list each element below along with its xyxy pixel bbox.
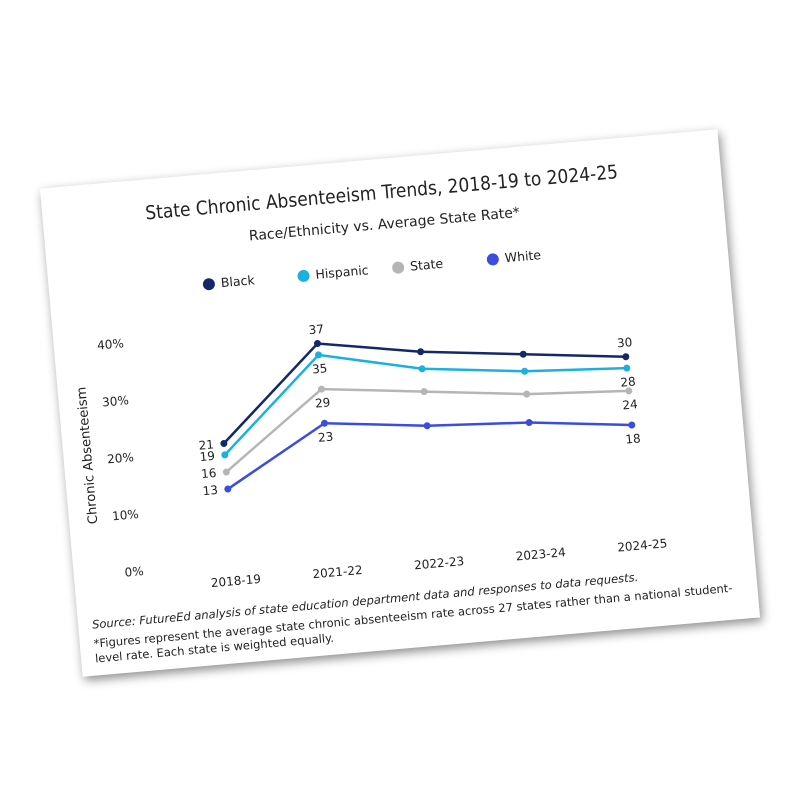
x-tick-label: 2022-23 bbox=[414, 554, 465, 572]
series-line bbox=[227, 421, 632, 491]
data-point bbox=[623, 364, 631, 372]
data-point bbox=[525, 419, 533, 427]
chart-card: State Chronic Absenteeism Trends, 2018-1… bbox=[39, 129, 761, 677]
legend-swatch bbox=[297, 269, 310, 282]
x-tick-label: 2024-25 bbox=[617, 536, 668, 554]
data-label: 29 bbox=[314, 395, 330, 410]
data-point bbox=[317, 385, 325, 393]
data-label: 18 bbox=[625, 431, 641, 446]
data-point bbox=[417, 348, 425, 356]
data-point bbox=[418, 365, 426, 373]
legend-label: Black bbox=[220, 272, 256, 290]
data-label: 37 bbox=[308, 322, 324, 337]
data-point bbox=[221, 451, 229, 459]
legend-label: Hispanic bbox=[315, 262, 369, 282]
x-tick-label: 2023-24 bbox=[515, 545, 566, 563]
data-point bbox=[519, 350, 527, 358]
legend-swatch bbox=[486, 253, 499, 266]
data-label: 24 bbox=[622, 397, 638, 412]
data-point bbox=[523, 390, 531, 398]
chart: State Chronic Absenteeism Trends, 2018-1… bbox=[74, 161, 668, 590]
data-point bbox=[625, 387, 633, 395]
data-point bbox=[224, 485, 232, 493]
x-tick-label: 2018-19 bbox=[210, 572, 261, 590]
data-label: 16 bbox=[201, 466, 217, 481]
data-point bbox=[521, 367, 529, 375]
data-label: 23 bbox=[317, 430, 333, 445]
data-label: 28 bbox=[620, 374, 636, 389]
series-line bbox=[225, 387, 629, 473]
data-point bbox=[222, 468, 230, 476]
data-point bbox=[423, 422, 431, 430]
data-label: 19 bbox=[199, 449, 215, 464]
data-label: 21 bbox=[198, 437, 214, 452]
y-tick-label: 20% bbox=[107, 450, 135, 466]
data-point bbox=[320, 419, 328, 427]
data-point bbox=[622, 353, 630, 361]
legend-label: State bbox=[409, 256, 444, 274]
legend-label: White bbox=[504, 247, 542, 265]
y-tick-label: 0% bbox=[124, 564, 144, 580]
legend-swatch bbox=[392, 261, 405, 274]
y-axis-label: Chronic Absenteeism bbox=[74, 386, 101, 525]
data-label: 35 bbox=[311, 361, 327, 376]
legend-swatch bbox=[202, 278, 215, 291]
data-point bbox=[220, 440, 228, 448]
data-point bbox=[314, 340, 322, 348]
x-tick-label: 2021-22 bbox=[312, 563, 363, 581]
data-point bbox=[628, 421, 636, 429]
chart-title: State Chronic Absenteeism Trends, 2018-1… bbox=[144, 161, 618, 224]
data-label: 13 bbox=[202, 483, 218, 498]
y-tick-label: 40% bbox=[97, 336, 125, 352]
data-point bbox=[314, 351, 322, 359]
y-tick-label: 30% bbox=[102, 393, 130, 409]
data-label: 30 bbox=[616, 335, 632, 350]
data-point bbox=[420, 388, 428, 396]
y-tick-label: 10% bbox=[112, 507, 140, 523]
